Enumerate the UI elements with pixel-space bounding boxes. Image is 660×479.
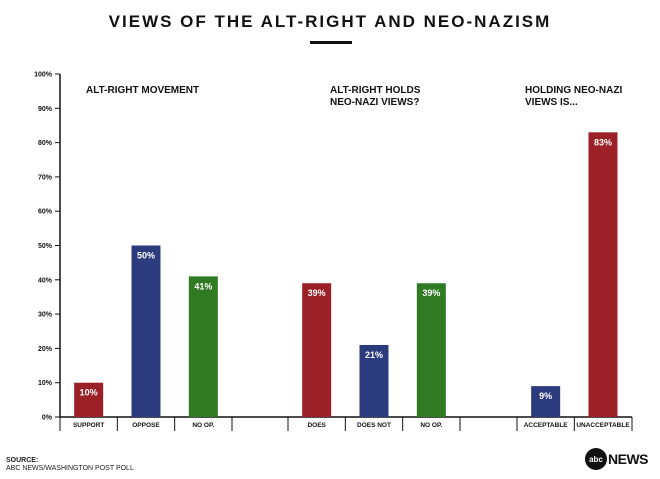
y-tick-label: 70%: [38, 174, 53, 181]
bar-value-label: 9%: [539, 391, 552, 401]
group-title: HOLDING NEO-NAZI: [525, 85, 622, 96]
abc-news-logo: abc NEWS: [585, 448, 649, 470]
x-category-label: NO OP.: [420, 422, 442, 429]
y-tick-label: 20%: [38, 346, 53, 353]
y-tick-label: 40%: [38, 277, 53, 284]
bar: [531, 386, 561, 417]
bar-value-label: 21%: [365, 350, 383, 360]
chart-title: VIEWS OF THE ALT-RIGHT AND NEO-NAZISM: [108, 12, 552, 31]
bar-value-label: 83%: [594, 137, 612, 147]
x-category-label: DOES NOT: [357, 422, 391, 429]
group-title: ALT-RIGHT HOLDS: [330, 85, 421, 96]
group-title: VIEWS IS...: [525, 97, 578, 108]
bar-value-label: 41%: [194, 281, 212, 291]
group-title: NEO-NAZI VIEWS?: [330, 97, 419, 108]
y-tick-label: 80%: [38, 140, 53, 147]
bar: [302, 283, 332, 417]
x-category-label: UNACCEPTABLE: [576, 422, 630, 429]
bar: [188, 276, 218, 417]
y-tick-label: 100%: [34, 72, 53, 79]
x-category-label: ACCEPTABLE: [524, 422, 569, 429]
y-tick-label: 0%: [42, 415, 53, 422]
bar: [416, 283, 446, 417]
y-tick-label: 50%: [38, 243, 53, 250]
x-category-label: DOES: [307, 422, 326, 429]
y-tick-label: 30%: [38, 312, 53, 319]
bar-value-label: 50%: [137, 251, 155, 261]
bar-value-label: 39%: [422, 288, 440, 298]
bar: [74, 382, 104, 417]
y-tick-label: 90%: [38, 106, 53, 113]
bar-value-label: 39%: [308, 288, 326, 298]
y-tick-label: 10%: [38, 380, 53, 387]
x-category-label: SUPPORT: [73, 422, 104, 429]
abc-logo-word: NEWS: [608, 451, 649, 467]
bar: [588, 132, 618, 417]
group-title: ALT-RIGHT MOVEMENT: [86, 85, 199, 96]
bar: [359, 344, 389, 417]
x-category-label: NO OP.: [192, 422, 214, 429]
bar-value-label: 10%: [80, 388, 98, 398]
title-underline: [310, 41, 352, 44]
y-tick-label: 60%: [38, 209, 53, 216]
x-category-label: OPPOSE: [132, 422, 160, 429]
bar: [131, 245, 161, 417]
source-text: ABC NEWS/WASHINGTON POST POLL: [6, 465, 134, 472]
source-label: SOURCE:: [6, 457, 39, 464]
abc-logo-circle: abc: [585, 448, 607, 470]
